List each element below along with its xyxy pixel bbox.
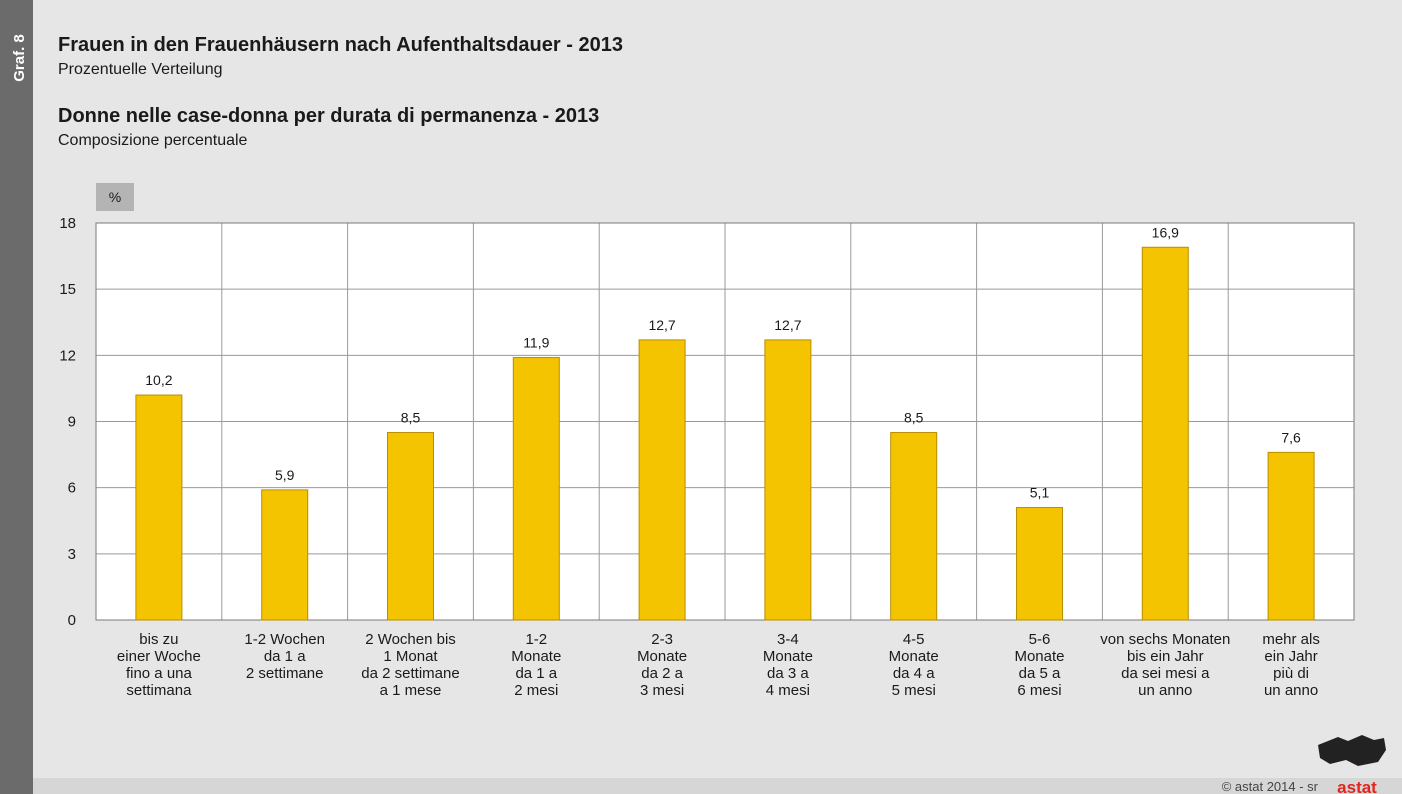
x-tick-label-line: 3 mesi [640,682,684,699]
y-tick-label: 6 [68,480,76,497]
x-tick-label-line: fino a una [126,665,193,682]
bar [1016,507,1063,621]
x-tick-label-line: 1-2 Wochen [244,631,325,648]
x-tick-label-line: von sechs Monaten [1100,631,1230,648]
logo-map [1318,735,1386,766]
x-tick-label-line: mehr als [1262,631,1320,648]
x-tick-label: von sechs Monaten bis ein Jahr da sei mesi… [1100,631,1230,699]
y-tick-label: 18 [59,215,76,232]
x-tick-label-line: 1-2 [525,631,547,648]
x-tick-label-line: einer Woche [117,648,201,665]
x-tick-label-line: Monate [511,648,561,665]
x-tick-label: bis zu einer Woche fino a una settimana [117,631,201,699]
x-tick-label-line: a 1 mese [380,682,442,699]
x-tick-label-line: Monate [1014,648,1064,665]
bar [512,357,560,621]
chart-subtitle-2: Composizione percentuale [58,132,248,149]
credit: © astat 2014 - sr [1222,779,1319,794]
x-tick-label-line: più di [1273,665,1309,682]
data-label: 12,7 [774,317,801,333]
bar [890,432,938,621]
x-tick-label-line: da 2 settimane [361,665,459,682]
data-label: 7,6 [1281,429,1301,445]
x-tick-label-line: da 1 a [264,648,306,665]
plot-frame [95,222,1355,621]
x-tick-label-line: Monate [889,648,939,665]
x-tick-label-line: 3-4 [777,631,799,648]
footer-strip [33,778,1402,794]
y-tick-label: 12 [59,347,76,364]
bar [135,394,183,621]
x-tick-label-line: da sei mesi a [1121,665,1210,682]
x-tick-label-line: ein Jahr [1264,648,1317,665]
x-tick-label-line: 4 mesi [766,682,810,699]
x-tick-label-line: 2-3 [651,631,673,648]
x-tick-label-line: 2 mesi [514,682,558,699]
x-tick-label-line: Monate [637,648,687,665]
data-label: 16,9 [1152,224,1179,240]
data-label: 11,9 [523,335,549,351]
bar [1267,451,1315,621]
data-label: 5,1 [1030,485,1050,501]
x-tick-label-line: 4-5 [903,631,925,648]
bar [387,432,434,621]
bar [638,339,686,621]
x-tick-label-line: da 1 a [515,665,557,682]
data-label: 8,5 [904,410,924,426]
bar [261,489,309,621]
y-axis-label: % [109,189,121,205]
bar [764,339,812,621]
data-label: 8,5 [401,410,421,426]
unit-box [96,183,134,211]
x-tick-label-line: un anno [1138,682,1192,699]
x-tick-label-line: 5 mesi [892,682,936,699]
x-tick-label-line: da 4 a [893,665,935,682]
x-tick-label: mehr als ein Jahr più di un anno [1262,631,1320,699]
y-tick-label: 3 [68,546,76,563]
x-tick-label-line: bis zu [139,631,178,648]
bar [1141,246,1189,621]
figure-label: Graf. 8 [11,34,28,82]
y-tick-label: 15 [59,281,76,298]
x-tick-label-line: 1 Monat [383,648,438,665]
data-label: 10,2 [145,372,172,388]
x-tick-label-line: da 3 a [767,665,809,682]
x-tick-label-line: 6 mesi [1017,682,1061,699]
x-tick-label-line: 5-6 [1029,631,1051,648]
x-tick-label-line: un anno [1264,682,1318,699]
chart-title-2: Donne nelle case-donna per durata di per… [58,105,599,127]
sidebar [0,0,33,794]
logo: astat [1337,778,1377,794]
y-tick-label: 0 [68,612,76,629]
x-tick-label-line: da 5 a [1019,665,1061,682]
x-tick-label-line: Monate [763,648,813,665]
chart-title: Frauen in den Frauenhäusern nach Aufenth… [58,34,623,56]
chart-subtitle: Prozentuelle Verteilung [58,61,223,78]
x-tick-label-line: 2 settimane [246,665,324,682]
y-tick-label: 9 [68,414,76,431]
x-tick-label-line: settimana [126,682,192,699]
x-tick-label: 2 Wochen bis 1 Monat da 2 settimane a 1 mes… [361,631,459,699]
x-tick-label-line: 2 Wochen bis [365,631,456,648]
x-tick-label-line: da 2 a [641,665,683,682]
data-label: 5,9 [275,467,295,483]
x-tick-label-line: bis ein Jahr [1127,648,1204,665]
data-label: 12,7 [648,317,675,333]
